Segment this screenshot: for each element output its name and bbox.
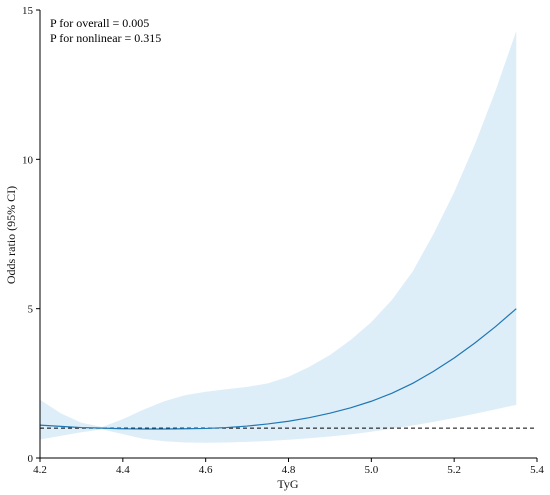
confidence-band-layer	[40, 30, 517, 443]
annotation-p-overall: P for overall = 0.005	[50, 16, 149, 30]
y-tick-label: 15	[22, 5, 34, 17]
x-tick-label: 5.2	[447, 464, 461, 476]
y-axis-title: Odds ratio (95% CI)	[4, 186, 18, 284]
x-tick-label: 5.4	[530, 464, 544, 476]
x-tick-label: 4.6	[199, 464, 213, 476]
odds-ratio-line	[39, 308, 517, 430]
x-tick-label: 5.0	[364, 464, 378, 476]
annotations: P for overall = 0.005 P for nonlinear = …	[50, 16, 161, 45]
confidence-band	[40, 30, 517, 443]
x-tick-label: 4.4	[116, 464, 130, 476]
y-tick-label: 0	[28, 453, 34, 465]
x-tick-label: 4.2	[33, 464, 47, 476]
annotation-p-nonlinear: P for nonlinear = 0.315	[50, 31, 161, 45]
odds-ratio-line-layer	[39, 308, 517, 430]
x-tick-label: 4.8	[282, 464, 296, 476]
axes: 4.2 4.4 4.6 4.8 5.0 5.2 5.4 0 5 10 15	[22, 5, 544, 476]
x-axis-title: TyG	[277, 477, 298, 491]
y-tick-label: 10	[22, 154, 34, 166]
y-tick-label: 5	[28, 304, 34, 316]
